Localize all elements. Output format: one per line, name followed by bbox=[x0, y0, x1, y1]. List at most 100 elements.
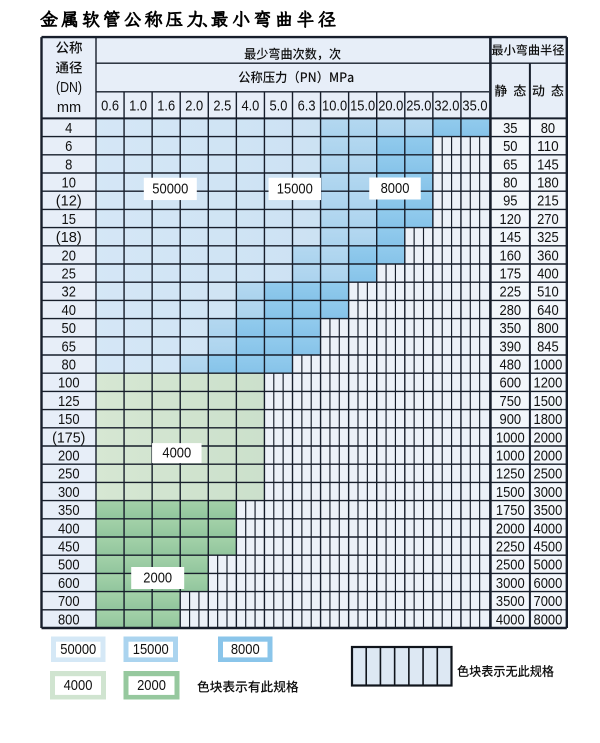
svg-text:50: 50 bbox=[62, 320, 76, 337]
svg-text:15: 15 bbox=[62, 211, 76, 228]
svg-text:1750: 1750 bbox=[496, 502, 525, 519]
svg-text:845: 845 bbox=[537, 338, 559, 355]
svg-text:35: 35 bbox=[503, 120, 517, 137]
svg-text:200: 200 bbox=[58, 448, 80, 465]
svg-text:1500: 1500 bbox=[496, 484, 525, 501]
svg-text:750: 750 bbox=[500, 393, 522, 410]
svg-text:50: 50 bbox=[503, 138, 517, 155]
svg-text:15.0: 15.0 bbox=[350, 97, 375, 114]
svg-text:8000: 8000 bbox=[534, 611, 563, 628]
svg-text:(18): (18) bbox=[56, 229, 82, 246]
svg-text:1.6: 1.6 bbox=[157, 97, 175, 114]
svg-text:10: 10 bbox=[62, 175, 76, 192]
svg-text:5.0: 5.0 bbox=[270, 97, 288, 114]
svg-text:300: 300 bbox=[58, 484, 80, 501]
svg-text:mm: mm bbox=[57, 100, 81, 116]
svg-text:2000: 2000 bbox=[137, 677, 166, 694]
svg-text:400: 400 bbox=[58, 520, 80, 537]
svg-text:3500: 3500 bbox=[496, 593, 525, 610]
svg-text:250: 250 bbox=[58, 466, 80, 483]
svg-text:215: 215 bbox=[537, 193, 559, 210]
svg-text:500: 500 bbox=[58, 557, 80, 574]
svg-text:50000: 50000 bbox=[60, 641, 96, 658]
svg-text:350: 350 bbox=[58, 502, 80, 519]
svg-text:480: 480 bbox=[500, 357, 522, 374]
svg-text:640: 640 bbox=[537, 302, 559, 319]
svg-text:65: 65 bbox=[503, 156, 517, 173]
svg-text:2250: 2250 bbox=[496, 539, 525, 556]
svg-text:325: 325 bbox=[537, 229, 559, 246]
svg-text:1000: 1000 bbox=[496, 429, 525, 446]
svg-text:15000: 15000 bbox=[277, 180, 313, 197]
svg-text:6.3: 6.3 bbox=[298, 97, 316, 114]
svg-text:7000: 7000 bbox=[534, 593, 563, 610]
svg-text:2000: 2000 bbox=[534, 429, 563, 446]
svg-text:600: 600 bbox=[500, 375, 522, 392]
svg-text:80: 80 bbox=[62, 357, 76, 374]
svg-text:450: 450 bbox=[58, 539, 80, 556]
svg-text:225: 225 bbox=[500, 284, 522, 301]
svg-text:4000: 4000 bbox=[64, 677, 93, 694]
svg-text:25: 25 bbox=[62, 266, 76, 283]
svg-text:175: 175 bbox=[500, 266, 522, 283]
svg-text:32.0: 32.0 bbox=[434, 97, 459, 114]
svg-text:1000: 1000 bbox=[534, 357, 563, 374]
svg-text:4.0: 4.0 bbox=[241, 97, 259, 114]
svg-text:15000: 15000 bbox=[133, 641, 169, 658]
svg-text:4: 4 bbox=[65, 120, 72, 137]
svg-text:390: 390 bbox=[500, 338, 522, 355]
svg-text:65: 65 bbox=[62, 338, 76, 355]
svg-text:100: 100 bbox=[58, 375, 80, 392]
svg-text:120: 120 bbox=[500, 211, 522, 228]
svg-text:80: 80 bbox=[541, 120, 555, 137]
svg-text:2500: 2500 bbox=[534, 466, 563, 483]
svg-text:400: 400 bbox=[537, 266, 559, 283]
svg-text:600: 600 bbox=[58, 575, 80, 592]
svg-text:6000: 6000 bbox=[534, 575, 563, 592]
svg-text:145: 145 bbox=[500, 229, 522, 246]
svg-text:125: 125 bbox=[58, 393, 80, 410]
svg-text:(12): (12) bbox=[56, 193, 82, 210]
svg-text:20.0: 20.0 bbox=[378, 97, 403, 114]
svg-text:20: 20 bbox=[62, 247, 76, 264]
svg-text:2000: 2000 bbox=[143, 569, 172, 586]
svg-text:510: 510 bbox=[537, 284, 559, 301]
svg-text:900: 900 bbox=[500, 411, 522, 428]
svg-text:8000: 8000 bbox=[381, 180, 410, 197]
svg-text:8000: 8000 bbox=[231, 641, 260, 658]
svg-text:270: 270 bbox=[537, 211, 559, 228]
svg-text:2.0: 2.0 bbox=[185, 97, 203, 114]
svg-text:360: 360 bbox=[537, 247, 559, 264]
svg-text:25.0: 25.0 bbox=[406, 97, 431, 114]
svg-text:145: 145 bbox=[537, 156, 559, 173]
svg-text:800: 800 bbox=[58, 611, 80, 628]
svg-text:3000: 3000 bbox=[534, 484, 563, 501]
svg-text:1000: 1000 bbox=[496, 448, 525, 465]
svg-text:800: 800 bbox=[537, 320, 559, 337]
svg-text:1250: 1250 bbox=[496, 466, 525, 483]
svg-text:(DN): (DN) bbox=[56, 79, 82, 96]
svg-text:280: 280 bbox=[500, 302, 522, 319]
svg-text:80: 80 bbox=[503, 175, 517, 192]
svg-text:2.5: 2.5 bbox=[213, 97, 231, 114]
svg-text:40: 40 bbox=[62, 302, 76, 319]
svg-text:50000: 50000 bbox=[152, 180, 188, 197]
svg-text:160: 160 bbox=[500, 247, 522, 264]
svg-text:1500: 1500 bbox=[534, 393, 563, 410]
svg-text:4000: 4000 bbox=[496, 611, 525, 628]
svg-text:180: 180 bbox=[537, 175, 559, 192]
svg-text:95: 95 bbox=[503, 193, 517, 210]
svg-text:350: 350 bbox=[500, 320, 522, 337]
svg-text:3000: 3000 bbox=[496, 575, 525, 592]
svg-text:35.0: 35.0 bbox=[462, 97, 487, 114]
svg-text:5000: 5000 bbox=[534, 557, 563, 574]
svg-text:6: 6 bbox=[65, 138, 72, 155]
svg-text:2000: 2000 bbox=[496, 520, 525, 537]
svg-text:3500: 3500 bbox=[534, 502, 563, 519]
svg-text:1200: 1200 bbox=[534, 375, 563, 392]
svg-text:1.0: 1.0 bbox=[129, 97, 147, 114]
svg-text:150: 150 bbox=[58, 411, 80, 428]
svg-text:1800: 1800 bbox=[534, 411, 563, 428]
svg-text:4000: 4000 bbox=[162, 445, 191, 462]
svg-text:4000: 4000 bbox=[534, 520, 563, 537]
